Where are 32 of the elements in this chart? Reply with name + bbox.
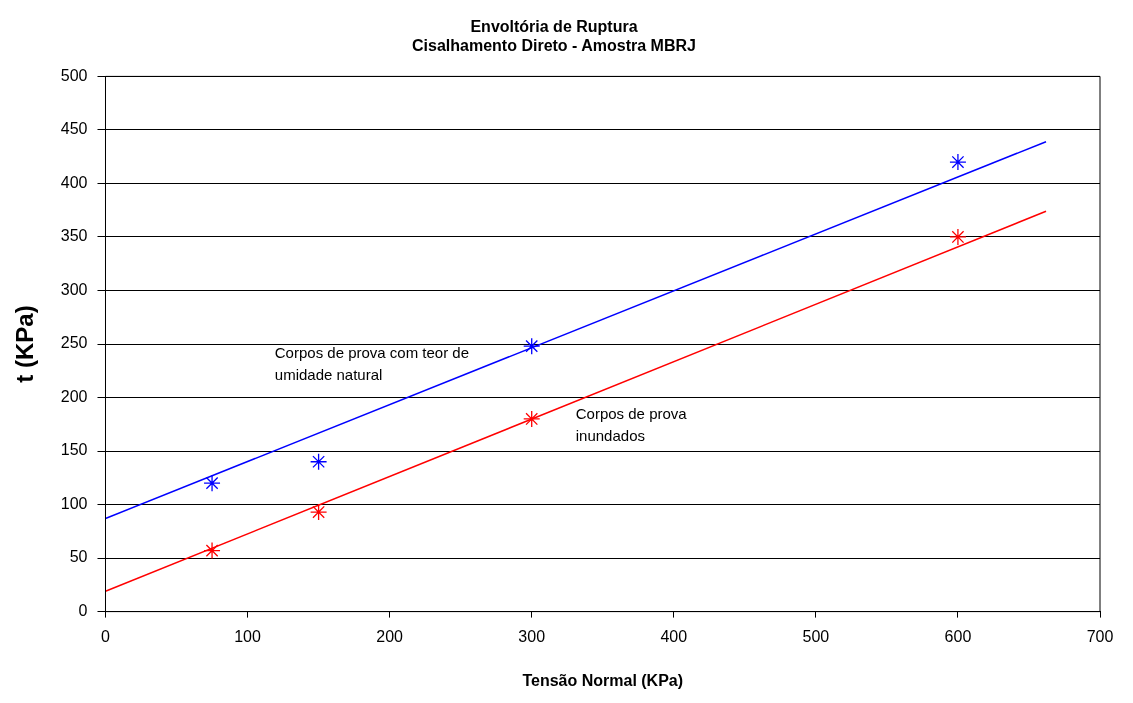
series-label: Corpos de prova inundados (575, 405, 688, 445)
x-tick-label: 0 (101, 627, 111, 645)
x-tick-label: 300 (518, 627, 546, 645)
y-tick-label: 400 (60, 173, 88, 191)
y-tick-label: 50 (69, 548, 88, 566)
chart-title: Envoltória de Ruptura Cisalhamento Direto - Amostra MBRJ (412, 18, 696, 55)
point (309, 503, 328, 521)
point (949, 153, 967, 171)
y-tick-label: 500 (60, 66, 88, 84)
y-tick-label: 100 (60, 494, 88, 512)
y-tick-label: 200 (60, 387, 88, 405)
x-tick-label: 100 (234, 627, 262, 645)
point (523, 410, 541, 428)
x-axis-title: Tensão Normal (KPa) (522, 671, 684, 689)
x-tick-label: 400 (660, 627, 688, 645)
series-label: Corpos de prova com teor de umidade natural (274, 343, 470, 383)
y-tick-label: 350 (60, 227, 88, 245)
point (523, 337, 541, 355)
point (203, 474, 221, 492)
x-tick-label: 500 (802, 627, 830, 645)
y-tick-label: 250 (60, 334, 88, 352)
x-tick-label: 200 (376, 627, 404, 645)
y-tick-label: 0 (78, 602, 88, 620)
point (203, 541, 221, 560)
y-tick-label: 150 (60, 441, 88, 459)
y-tick-label: 300 (60, 280, 88, 298)
y-axis-title: t (KPa) (11, 305, 39, 383)
point (949, 228, 967, 246)
x-tick-label: 600 (944, 627, 972, 645)
x-tick-label: 700 (1086, 627, 1114, 645)
y-tick-label: 450 (60, 120, 88, 138)
point (309, 453, 328, 471)
